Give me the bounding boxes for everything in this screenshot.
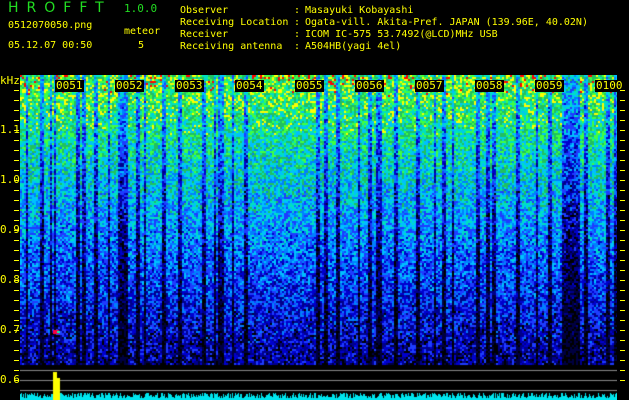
tick-mark: [14, 120, 19, 121]
meteor-label: meteor: [124, 26, 161, 37]
spectrogram: [20, 75, 617, 400]
time-label: 0058: [475, 79, 504, 92]
info-label: Receiver: [180, 29, 229, 40]
tick-mark: [14, 230, 19, 231]
tick-mark: [14, 90, 19, 91]
time-label: 0100: [595, 79, 624, 92]
tick-mark: [14, 140, 19, 141]
info-value: ICOM IC-575 53.7492(@LCD)MHz USB: [305, 29, 498, 40]
tick-mark: [14, 340, 19, 341]
tick-mark: [14, 270, 19, 271]
tick-mark: [14, 330, 19, 331]
time-label: 0055: [295, 79, 324, 92]
tick-mark: [14, 180, 19, 181]
tick-mark: [14, 210, 19, 211]
tick-mark: [620, 270, 625, 271]
tick-mark: [620, 310, 625, 311]
tick-mark: [620, 290, 625, 291]
y-tick-label: 1.0: [0, 173, 20, 186]
filename: 0512070050.png: [8, 20, 93, 31]
tick-mark: [14, 220, 19, 221]
tick-mark: [14, 360, 19, 361]
tick-mark: [14, 350, 19, 351]
tick-mark: [14, 100, 19, 101]
tick-mark: [14, 280, 19, 281]
tick-mark: [14, 160, 19, 161]
tick-mark: [14, 200, 19, 201]
tick-mark: [620, 300, 625, 301]
tick-mark: [620, 160, 625, 161]
tick-mark: [14, 260, 19, 261]
tick-mark: [620, 150, 625, 151]
info-value: Masayuki Kobayashi: [305, 5, 414, 16]
tick-mark: [620, 280, 625, 281]
tick-mark: [620, 110, 625, 111]
info-value: Ogata-vill. Akita-Pref. JAPAN (139.96E, …: [305, 17, 588, 28]
time-label: 0054: [235, 79, 264, 92]
tick-mark: [14, 170, 19, 171]
time-label: 0053: [175, 79, 204, 92]
tick-mark: [620, 170, 625, 171]
y-tick-label: 0.6: [0, 373, 20, 386]
tick-mark: [14, 240, 19, 241]
tick-mark: [620, 360, 625, 361]
info-label: Receiving antenna: [180, 41, 283, 52]
y-tick-label: 0.7: [0, 323, 20, 336]
tick-mark: [620, 380, 625, 381]
tick-mark: [14, 320, 19, 321]
datetime: 05.12.07 00:50: [8, 40, 93, 51]
info-label: Receiving Location: [180, 17, 289, 28]
info-colon: :: [294, 41, 301, 52]
y-unit-label: kHz: [0, 74, 20, 87]
tick-mark: [620, 140, 625, 141]
tick-mark: [620, 130, 625, 131]
tick-mark: [620, 210, 625, 211]
tick-mark: [620, 320, 625, 321]
meteor-count: 5: [138, 40, 145, 51]
y-tick-label: 0.9: [0, 223, 20, 236]
tick-mark: [620, 120, 625, 121]
info-colon: :: [294, 29, 301, 40]
tick-mark: [620, 190, 625, 191]
time-label: 0057: [415, 79, 444, 92]
tick-mark: [620, 90, 625, 91]
info-colon: :: [294, 17, 301, 28]
app-version: 1.0.0: [124, 2, 158, 15]
tick-mark: [14, 110, 19, 111]
tick-mark: [14, 250, 19, 251]
tick-mark: [14, 130, 19, 131]
tick-mark: [620, 220, 625, 221]
time-label: 0056: [355, 79, 384, 92]
time-label: 0052: [115, 79, 144, 92]
tick-mark: [14, 370, 19, 371]
tick-mark: [620, 260, 625, 261]
tick-mark: [620, 240, 625, 241]
time-label: 0059: [535, 79, 564, 92]
tick-mark: [14, 310, 19, 311]
tick-mark: [14, 190, 19, 191]
tick-mark: [620, 100, 625, 101]
tick-mark: [620, 180, 625, 181]
tick-mark: [620, 200, 625, 201]
y-tick-label: 1.1: [0, 123, 20, 136]
tick-mark: [14, 300, 19, 301]
app-title: HROFFT: [8, 0, 112, 16]
tick-mark: [14, 380, 19, 381]
tick-mark: [620, 250, 625, 251]
info-value: A504HB(yagi 4el): [305, 41, 402, 52]
tick-mark: [620, 230, 625, 231]
tick-mark: [620, 330, 625, 331]
y-tick-label: 0.8: [0, 273, 20, 286]
info-colon: :: [294, 5, 301, 16]
tick-mark: [14, 290, 19, 291]
tick-mark: [620, 370, 625, 371]
tick-mark: [620, 340, 625, 341]
info-label: Observer: [180, 5, 229, 16]
time-label: 0051: [55, 79, 84, 92]
tick-mark: [620, 350, 625, 351]
tick-mark: [14, 150, 19, 151]
